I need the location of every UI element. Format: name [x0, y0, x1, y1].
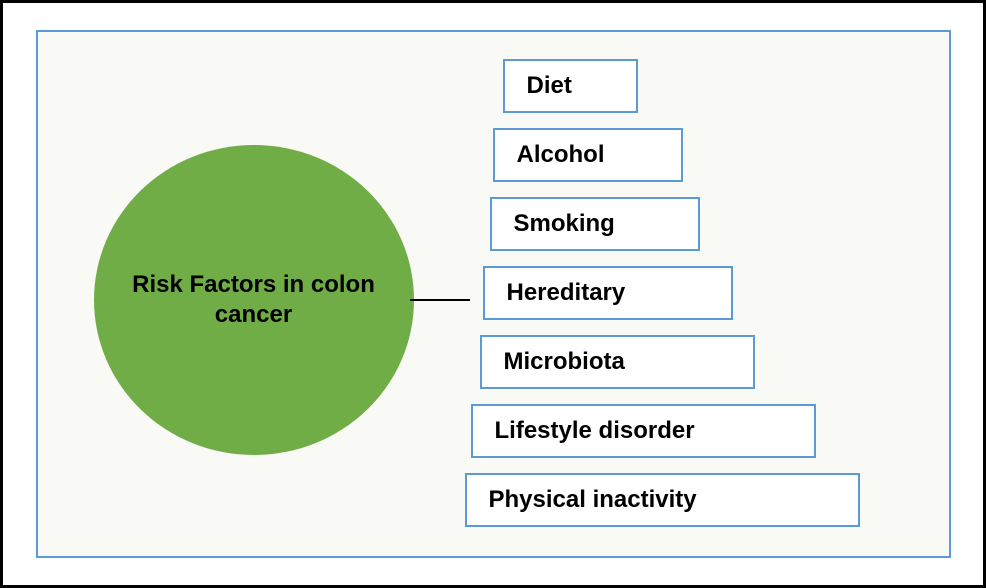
factor-box: Diet — [503, 59, 638, 113]
factor-label: Hereditary — [507, 279, 626, 307]
connector-line — [410, 299, 470, 301]
factor-label: Alcohol — [517, 141, 605, 169]
factor-label: Lifestyle disorder — [495, 417, 695, 445]
factor-label: Smoking — [514, 210, 615, 238]
outer-frame: Risk Factors in colon cancer Diet Alcohol… — [0, 0, 986, 588]
factor-label: Microbiota — [504, 348, 625, 376]
factor-box: Physical inactivity — [465, 473, 860, 527]
factor-label: Physical inactivity — [489, 486, 697, 514]
factor-box: Microbiota — [480, 335, 755, 389]
factor-box: Alcohol — [493, 128, 683, 182]
factor-label: Diet — [527, 72, 572, 100]
central-circle-label: Risk Factors in colon cancer — [124, 270, 384, 330]
factor-box: Lifestyle disorder — [471, 404, 816, 458]
factor-box: Hereditary — [483, 266, 733, 320]
central-circle: Risk Factors in colon cancer — [94, 145, 414, 455]
factor-box: Smoking — [490, 197, 700, 251]
diagram-panel: Risk Factors in colon cancer Diet Alcohol… — [36, 30, 951, 558]
